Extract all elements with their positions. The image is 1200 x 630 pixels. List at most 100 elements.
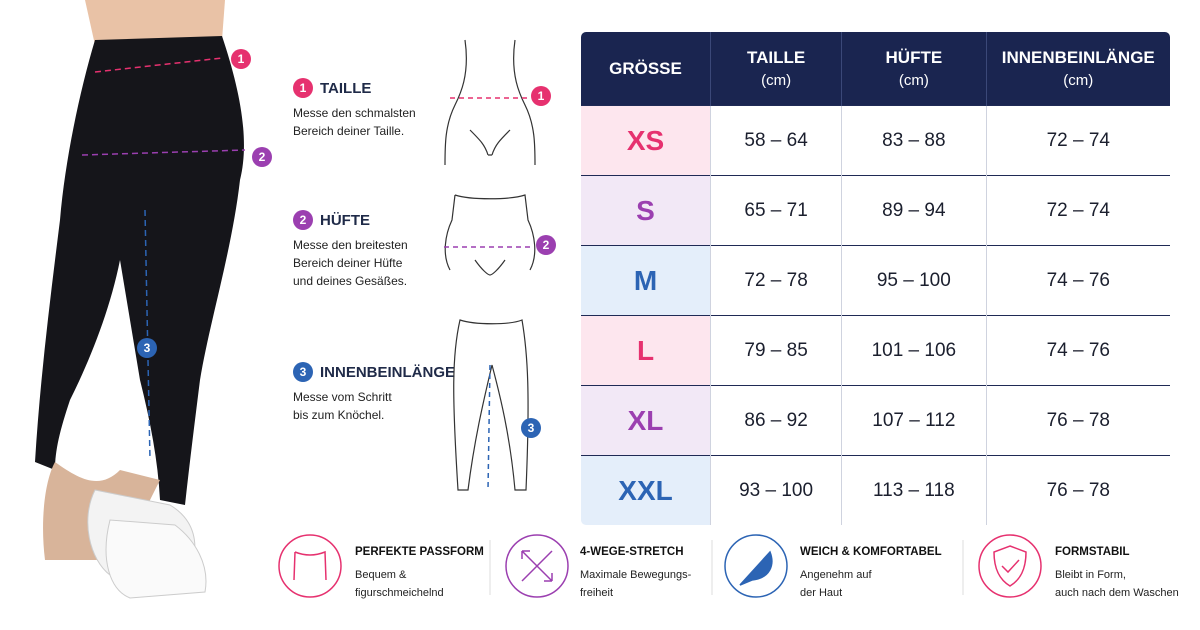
step-title: 1 TAILLE	[293, 78, 463, 98]
feature-text-line: figurschmeichelnd	[355, 587, 444, 599]
table-row: L 79 – 85 101 – 106 74 – 76	[581, 315, 1170, 386]
header-unit: (cm)	[898, 72, 929, 89]
feature-text-line: Angenehm auf	[800, 569, 872, 581]
feature-text: Bequem & figurschmeichelnd	[355, 566, 500, 602]
size-cell: XL	[581, 385, 712, 456]
table-row: M 72 – 78 95 – 100 74 – 76	[581, 245, 1170, 316]
step: 3 INNENBEINLÄNGE Messe vom Schritt bis zum …	[293, 362, 463, 424]
step-text-line: bis zum Knöchel.	[293, 408, 385, 422]
measure-cell: 76 – 78	[986, 385, 1170, 456]
measure-cell: 72 – 74	[986, 175, 1170, 246]
badge: 3	[521, 418, 541, 438]
feature-title: 4-WEGE-STRETCH	[580, 546, 684, 558]
badge: 2	[293, 210, 313, 230]
feature: WEICH & KOMFORTABEL Angenehm auf der Haut	[800, 546, 945, 602]
measure-cell: 83 – 88	[841, 105, 987, 176]
step-text: Messe den breitesten Bereich deiner Hüfte…	[293, 236, 463, 290]
skin	[85, 0, 225, 45]
diagrams	[444, 39, 536, 491]
header-row: GRÖSSE TAILLE (cm) HÜFTE (cm) INNENBEINLÄNGE (…	[581, 32, 1170, 106]
measure-cell: 79 – 85	[710, 315, 843, 386]
header-title: GRÖSSE	[609, 58, 682, 78]
leggings	[35, 36, 244, 505]
feature: FORMSTABIL Bleibt in Form, auch nach dem W…	[1055, 546, 1200, 602]
size-cell: M	[581, 245, 712, 316]
step-title-text: HÜFTE	[320, 211, 370, 229]
measure-cell: 93 – 100	[710, 455, 843, 525]
badge: 1	[293, 78, 313, 98]
badge: 3	[137, 338, 157, 358]
feature-text-line: der Haut	[800, 587, 843, 599]
badge: 1	[531, 86, 551, 106]
step-title-text: TAILLE	[320, 79, 372, 97]
measure-cell: 74 – 76	[986, 315, 1170, 386]
header-title: TAILLE	[746, 48, 806, 67]
feature-title: PERFEKTE PASSFORM	[355, 546, 484, 558]
measure-cell: 113 – 118	[841, 455, 987, 525]
feature-text: Angenehm auf der Haut	[800, 566, 945, 602]
size-table: GRÖSSE TAILLE (cm) HÜFTE (cm) INNENBEINLÄNGE (…	[580, 31, 1171, 526]
badge: 3	[293, 362, 313, 382]
step-text: Messe den schmalsten Bereich deiner Taill…	[293, 104, 463, 140]
step-text: Messe vom Schritt bis zum Knöchel.	[293, 388, 463, 424]
header-unit: (cm)	[1063, 72, 1094, 89]
step-text-line: und deines Gesäßes.	[293, 274, 408, 288]
measure-cell: 86 – 92	[710, 385, 843, 456]
step-title: 2 HÜFTE	[293, 210, 463, 230]
size-cell: XXL	[581, 455, 712, 525]
badge: 2	[252, 147, 272, 167]
header-unit: (cm)	[761, 72, 792, 89]
step: 2 HÜFTE Messe den breitesten Bereich deiner…	[293, 210, 463, 290]
header-cell: HÜFTE (cm)	[841, 32, 987, 106]
header-cell: GRÖSSE	[581, 32, 712, 106]
size-cell: L	[581, 315, 712, 386]
feature-text-line: freiheit	[580, 587, 614, 599]
measure-cell: 95 – 100	[841, 245, 987, 316]
header-cell: TAILLE (cm)	[710, 32, 843, 106]
badge: 2	[536, 235, 556, 255]
feature-title: WEICH & KOMFORTABEL	[800, 546, 942, 558]
feature-icons	[278, 534, 1042, 598]
feature-text-line: auch nach dem Waschen	[1055, 587, 1179, 599]
feature: 4-WEGE-STRETCH Maximale Bewegungs-freihei…	[580, 546, 725, 602]
table-row: XXL 93 – 100 113 – 118 76 – 78	[581, 455, 1170, 525]
measure-cell: 72 – 74	[986, 105, 1170, 176]
feature-text: Maximale Bewegungs-freiheit	[580, 566, 725, 602]
feature-text-line: Bleibt in Form,	[1055, 569, 1126, 581]
inseam-line	[144, 209, 151, 461]
header-title: HÜFTE	[885, 48, 943, 67]
measure-cell: 107 – 112	[841, 385, 987, 456]
table-row: S 65 – 71 89 – 94 72 – 74	[581, 175, 1170, 246]
inseam-line	[487, 364, 491, 491]
measure-cell: 74 – 76	[986, 245, 1170, 316]
size-cell: XS	[581, 105, 712, 176]
feature-title: FORMSTABIL	[1055, 546, 1130, 558]
waist-line	[94, 57, 223, 73]
measure-cell: 58 – 64	[710, 105, 843, 176]
feature-text-line: Bequem &	[355, 569, 407, 581]
step-text-line: Bereich deiner Hüfte	[293, 256, 403, 270]
model-illustration	[35, 0, 246, 599]
size-cell: S	[581, 175, 712, 246]
table-row: XS 58 – 64 83 – 88 72 – 74	[581, 105, 1170, 176]
measure-cell: 89 – 94	[841, 175, 987, 246]
step-text-line: Bereich deiner Taille.	[293, 124, 405, 138]
measure-cell: 101 – 106	[841, 315, 987, 386]
feature-text-line: Maximale Bewegungs-	[580, 569, 692, 581]
shoe	[105, 519, 207, 599]
header-title: INNENBEINLÄNGE	[1001, 48, 1155, 67]
step-text-line: Messe den breitesten	[293, 238, 408, 252]
feature-text: Bleibt in Form, auch nach dem Waschen	[1055, 566, 1200, 602]
measure-cell: 72 – 78	[710, 245, 843, 316]
step: 1 TAILLE Messe den schmalsten Bereich deine…	[293, 78, 463, 140]
badge: 1	[231, 49, 251, 69]
measure-cell: 76 – 78	[986, 455, 1170, 525]
feature: PERFEKTE PASSFORM Bequem & figurschmeichel…	[355, 546, 500, 602]
step-title-text: INNENBEINLÄNGE	[320, 363, 456, 381]
step-title: 3 INNENBEINLÄNGE	[293, 362, 463, 382]
step-text-line: Messe den schmalsten	[293, 106, 416, 120]
table-row: XL 86 – 92 107 – 112 76 – 78	[581, 385, 1170, 456]
header-cell: INNENBEINLÄNGE (cm)	[986, 32, 1170, 106]
step-text-line: Messe vom Schritt	[293, 390, 392, 404]
